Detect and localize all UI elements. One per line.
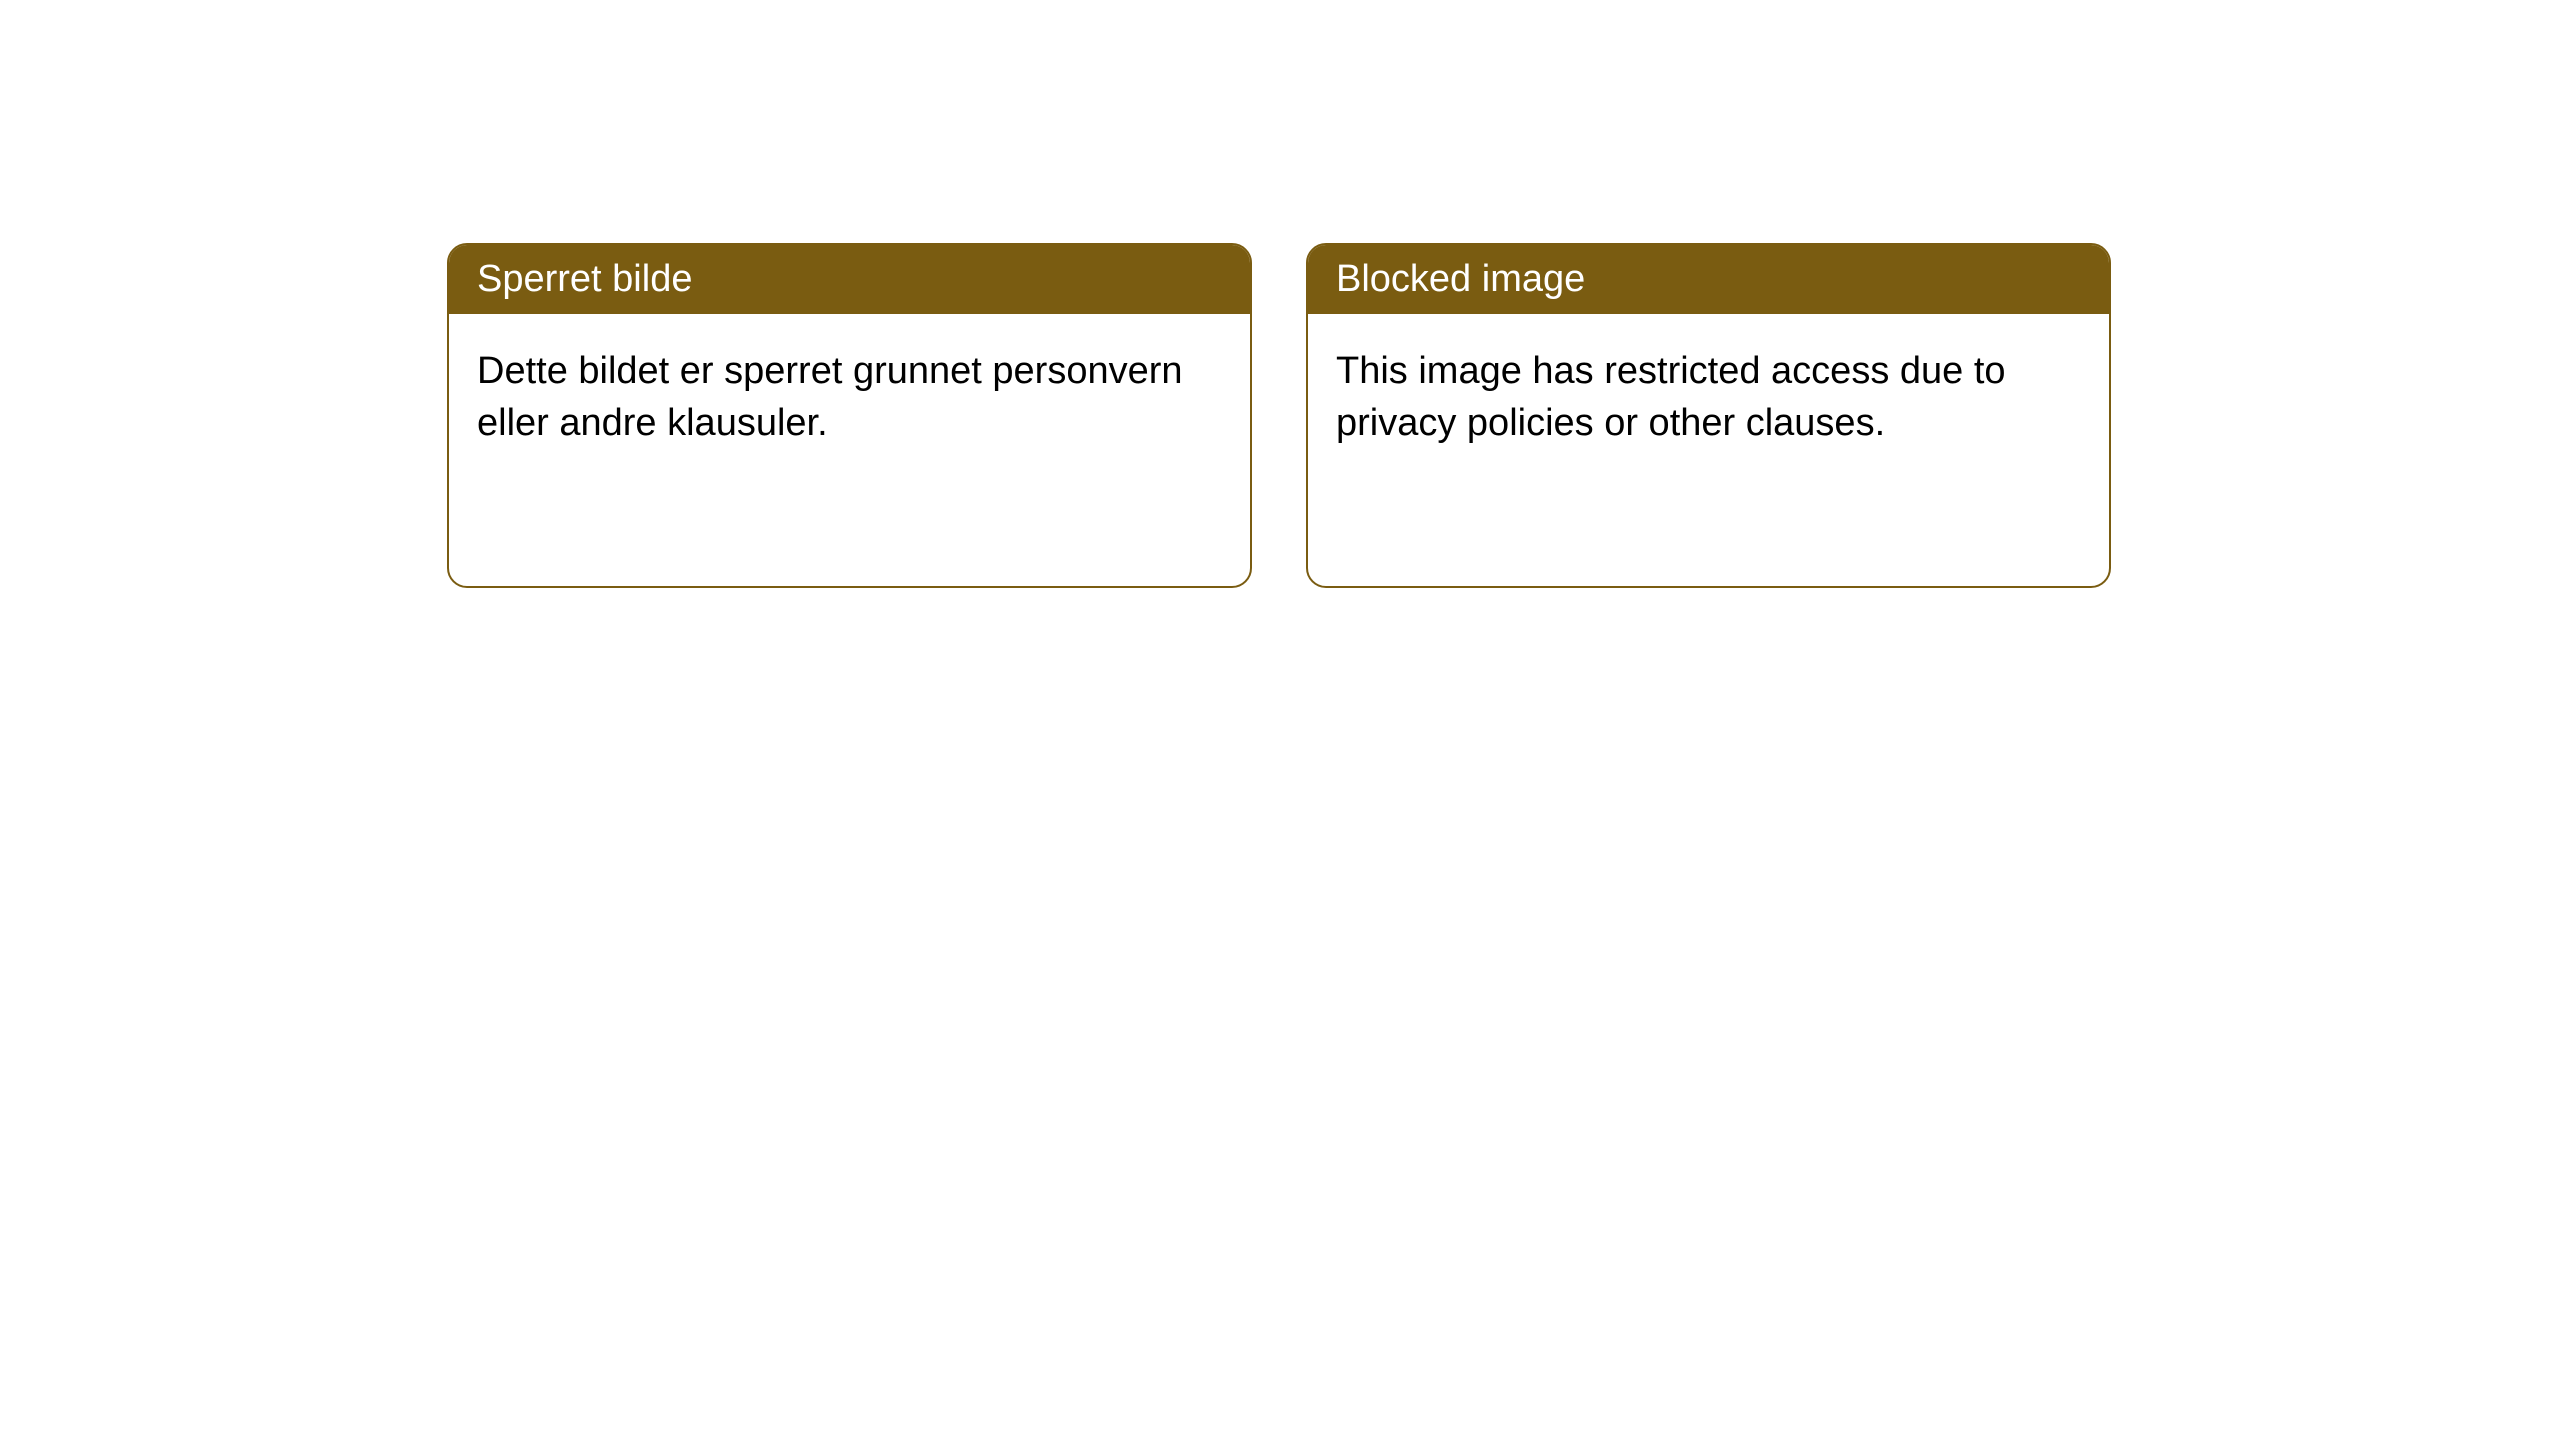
- card-title: Sperret bilde: [477, 258, 692, 300]
- card-body: This image has restricted access due to …: [1308, 314, 2109, 586]
- card-body-text: This image has restricted access due to …: [1336, 350, 2006, 443]
- card-header: Sperret bilde: [449, 245, 1250, 314]
- card-body-text: Dette bildet er sperret grunnet personve…: [477, 350, 1183, 443]
- notice-card-norwegian: Sperret bilde Dette bildet er sperret gr…: [447, 243, 1252, 588]
- notice-cards-container: Sperret bilde Dette bildet er sperret gr…: [0, 0, 2560, 588]
- card-header: Blocked image: [1308, 245, 2109, 314]
- card-body: Dette bildet er sperret grunnet personve…: [449, 314, 1250, 586]
- card-title: Blocked image: [1336, 258, 1585, 300]
- notice-card-english: Blocked image This image has restricted …: [1306, 243, 2111, 588]
